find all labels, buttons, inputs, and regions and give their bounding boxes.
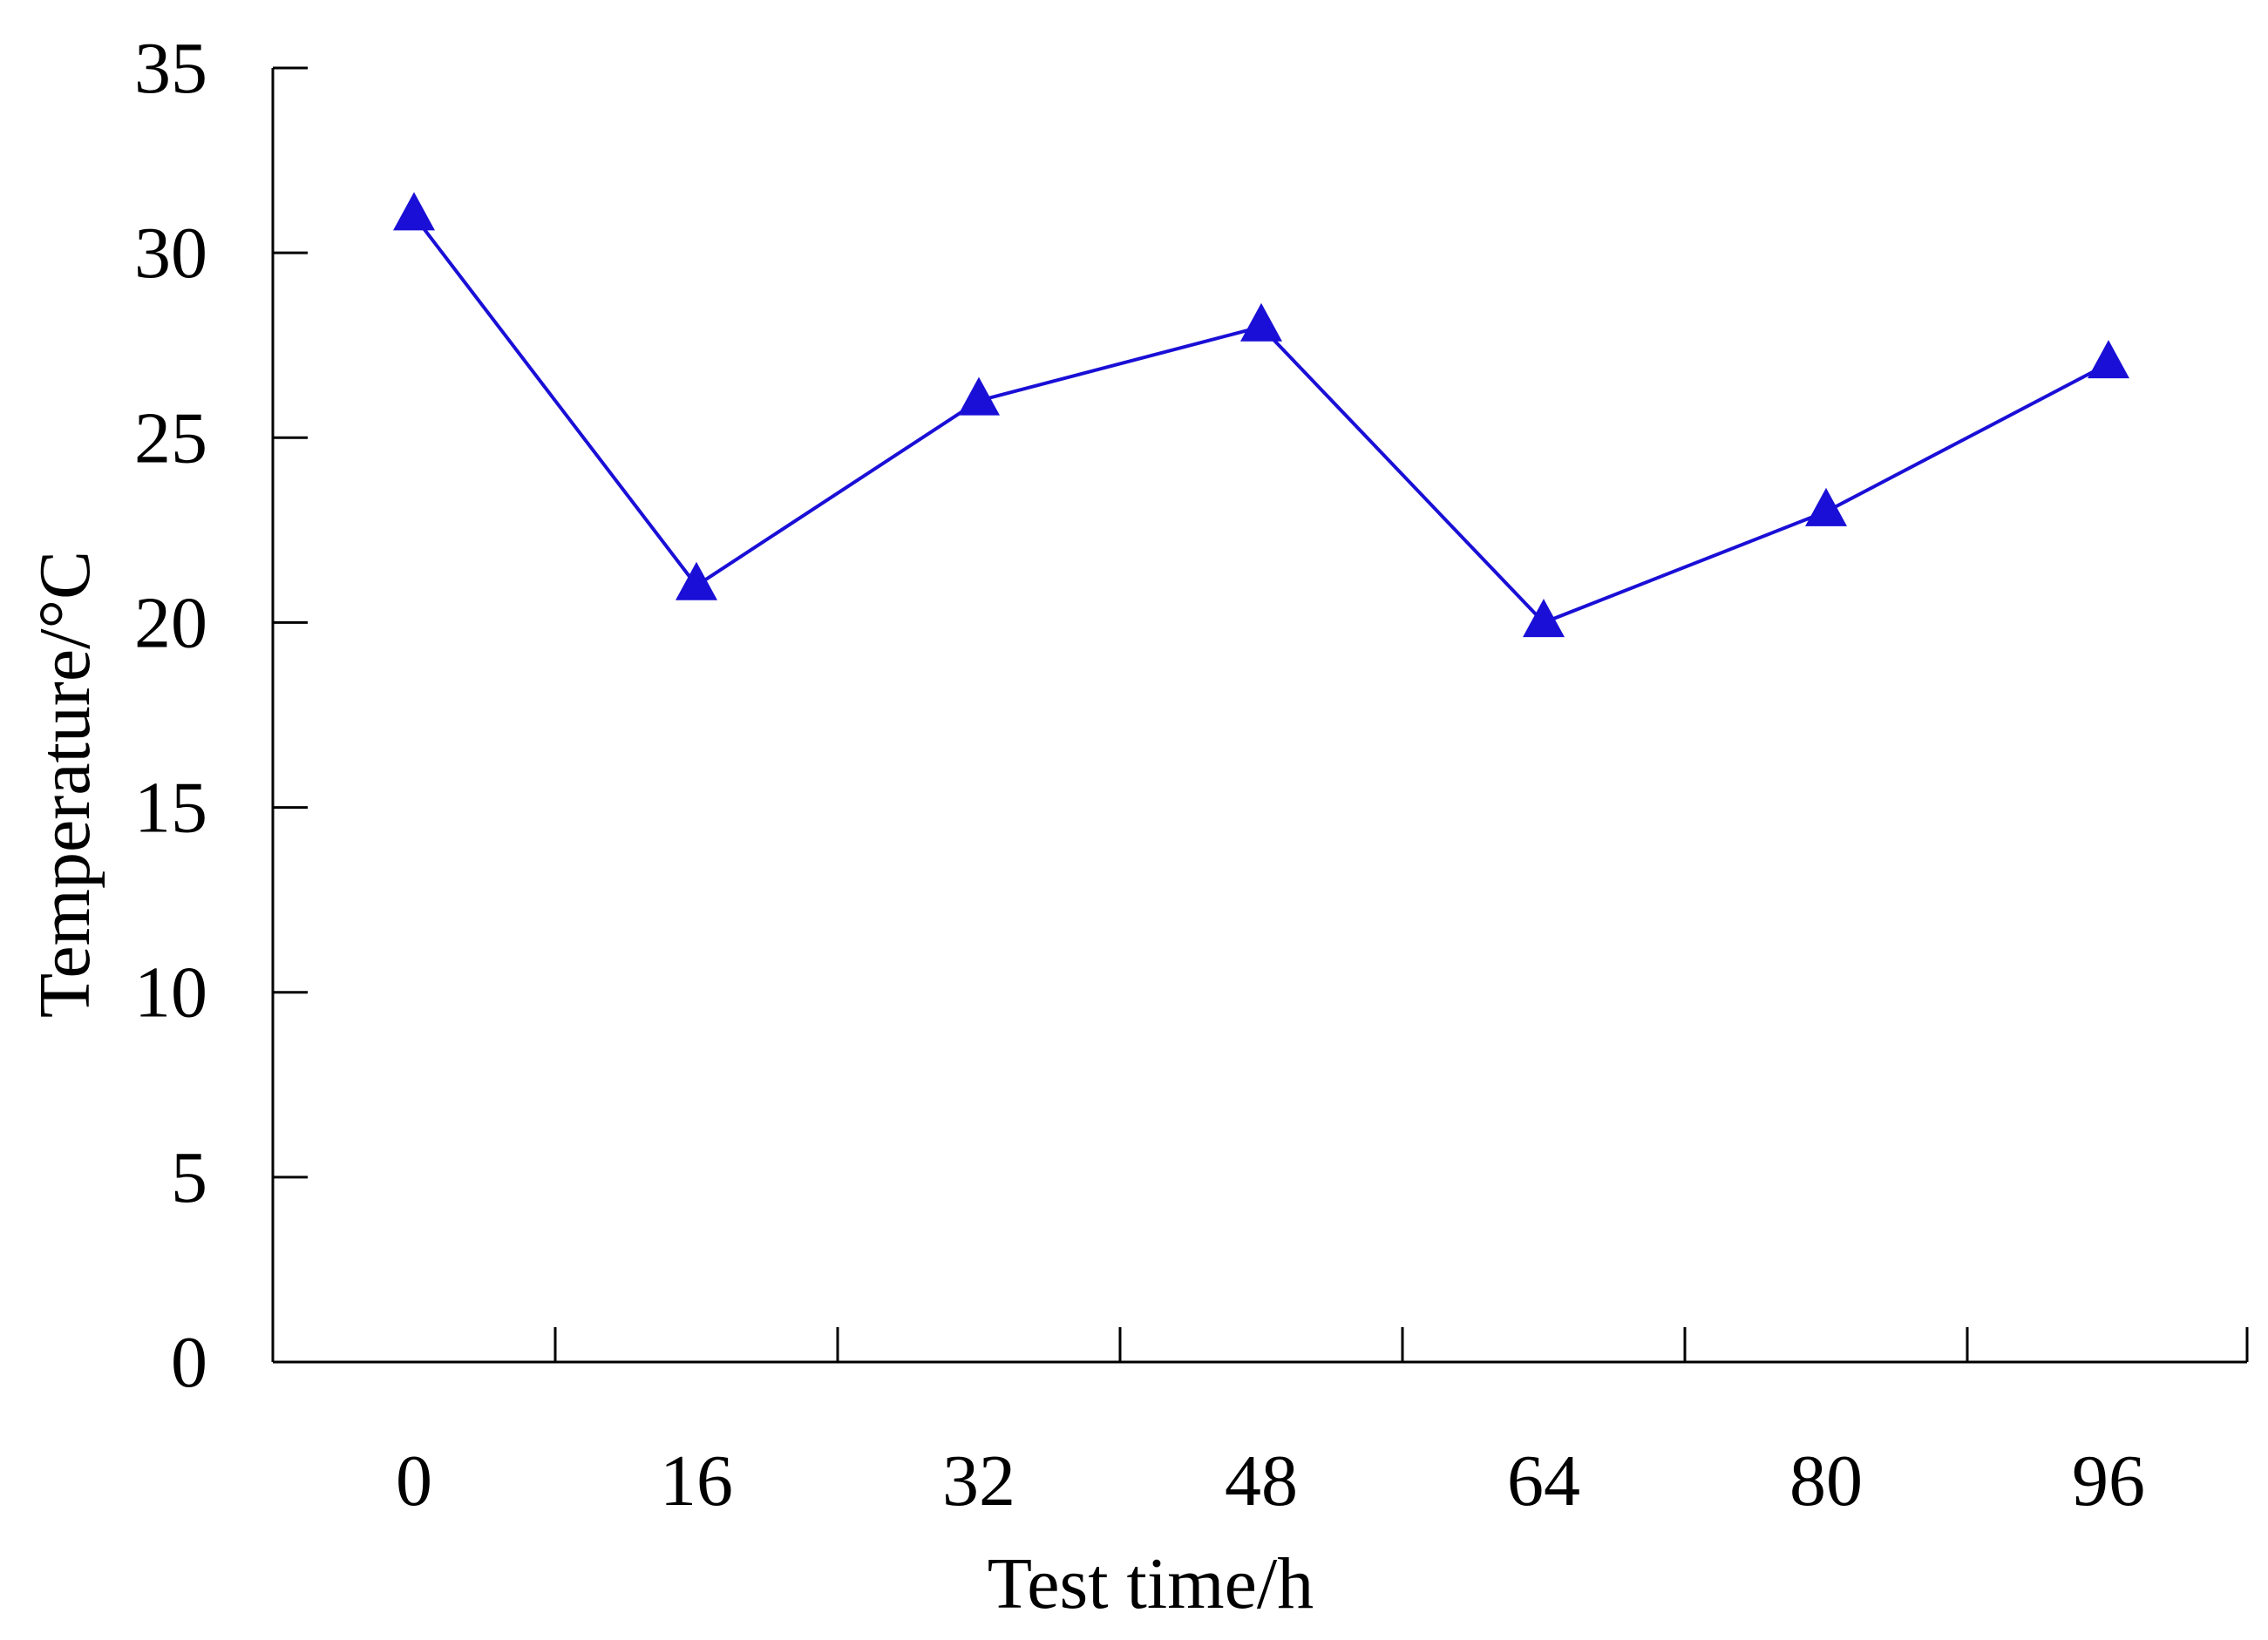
y-tick-label: 30: [134, 213, 207, 294]
y-tick-label: 5: [171, 1137, 207, 1218]
data-point-marker: [676, 561, 717, 600]
data-point-marker: [1240, 302, 1282, 342]
x-tick-label: 96: [2072, 1440, 2145, 1521]
y-tick-label: 0: [171, 1322, 207, 1403]
y-tick-label: 35: [134, 28, 207, 109]
x-axis-title: Test time/h: [988, 1543, 1314, 1624]
y-tick-label: 25: [134, 397, 207, 478]
x-tick-label: 16: [660, 1440, 733, 1521]
data-point-marker: [1805, 487, 1847, 526]
x-tick-label: 0: [396, 1440, 432, 1521]
y-axis-ticks: 0 5 10 15 20 25 30 35: [134, 28, 308, 1403]
x-tick-label: 64: [1507, 1440, 1580, 1521]
x-tick-label: 80: [1789, 1440, 1863, 1521]
data-point-marker: [2088, 340, 2129, 379]
data-point-marker: [393, 192, 435, 231]
y-tick-label: 20: [134, 582, 207, 663]
series-layer: [393, 192, 2129, 638]
x-axis-ticks: 0 16 32 48 64 80 96: [396, 1327, 2249, 1521]
y-tick-label: 15: [134, 768, 207, 849]
data-point-marker: [1523, 599, 1565, 638]
series-line: [412, 214, 2109, 625]
y-axis-title: Temperature/°C: [24, 551, 105, 1018]
x-tick-label: 32: [942, 1440, 1015, 1521]
x-tick-label: 48: [1225, 1440, 1298, 1521]
data-point-marker: [958, 376, 1000, 416]
y-tick-label: 10: [134, 952, 207, 1033]
